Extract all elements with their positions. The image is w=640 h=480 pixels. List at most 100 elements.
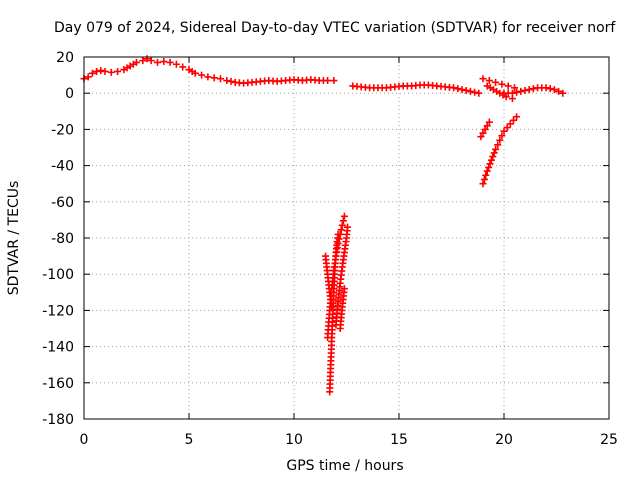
data-point [133,58,140,66]
series-main-trace [80,55,338,87]
data-point [485,163,493,171]
data-point [513,113,521,121]
data-point [88,69,96,77]
data-point [97,67,105,75]
data-point [344,223,352,231]
data-point [502,93,510,101]
data-point [466,87,474,95]
ticks: 20 0 -20 -40 -60 -80 -100 -120 -140 -160 -180 0 5 10 1… [42,50,618,448]
data-point [482,171,490,179]
data-point [338,221,346,229]
y-tick-label: -180 [42,412,74,428]
series-dip-near-12-d [322,252,336,311]
data-point [498,132,506,140]
data-point [334,239,342,247]
y-tick-label: -60 [51,195,74,211]
data-point [477,133,485,141]
data-point [496,136,504,144]
data-point [139,57,147,65]
y-tick-label: -20 [51,122,74,138]
data-point [337,226,345,234]
y-tick-label: -160 [42,376,74,392]
x-axis-label: GPS time / hours [286,458,403,474]
x-tick-label: 10 [285,432,303,448]
data-point [204,73,212,81]
data-point [492,78,500,86]
data-point [84,73,92,81]
data-point [500,127,508,135]
series-dip-near-19-short [477,118,493,141]
data-point [479,180,487,188]
data-point [340,285,348,293]
data-point [324,77,332,85]
x-tick-label: 25 [600,432,618,448]
data-point [486,160,494,168]
y-tick-label: -40 [51,159,74,175]
data-point [559,89,567,97]
data-point [223,77,231,85]
data-point [525,86,533,94]
data-point [483,167,491,175]
data-point [101,67,109,75]
data-point [107,68,115,76]
data-point [450,84,458,92]
data-point [217,75,224,83]
data-point [479,75,487,83]
y-tick-label: -80 [51,231,74,247]
y-tick-label: 20 [56,50,74,66]
y-tick-label: -100 [42,267,74,283]
data-point [483,122,491,130]
series-dip-near-12-c [332,223,352,329]
data-point [498,80,506,88]
x-tick-label: 15 [390,432,408,448]
data-point [147,57,155,65]
data-point [114,67,122,75]
data-point [503,124,511,132]
y-tick-label: -120 [42,303,74,319]
data-point [517,87,525,95]
data-point [462,86,470,94]
data-point [191,69,199,77]
data-point [475,89,483,97]
data-point [339,217,347,225]
x-tick-label: 0 [80,432,89,448]
data-point [471,88,479,96]
data-point [210,74,218,82]
series-mid-trace [349,81,483,97]
data-point [481,125,489,133]
data-point [509,116,517,124]
data-point [504,82,512,90]
data-point [454,85,462,93]
data-point [513,88,521,96]
data-marks [80,55,567,396]
data-point [490,149,498,157]
data-point [521,86,529,94]
data-point [506,120,514,128]
data-point [330,77,338,85]
x-tick-label: 5 [185,432,194,448]
data-point [166,58,174,66]
data-point [479,129,487,137]
data-point [198,71,206,79]
data-point [489,153,497,161]
y-axis-label: SDTVAR / TECUs [6,181,22,296]
y-tick-label: -140 [42,340,74,356]
x-tick-label: 20 [495,432,513,448]
data-point [485,77,493,85]
grid [84,57,609,419]
data-point [508,89,516,97]
series-dip-near-19 [479,113,521,188]
data-point [160,58,168,66]
data-point [555,87,563,95]
data-point [227,77,235,85]
data-point [485,118,493,126]
data-point [494,141,502,149]
data-point [143,55,151,63]
data-point [179,63,187,71]
data-point [154,58,161,66]
y-tick-label: 0 [65,86,74,102]
data-point [340,212,348,220]
series-late-trace-a [479,75,518,92]
data-point [93,67,101,75]
data-point [335,235,343,243]
